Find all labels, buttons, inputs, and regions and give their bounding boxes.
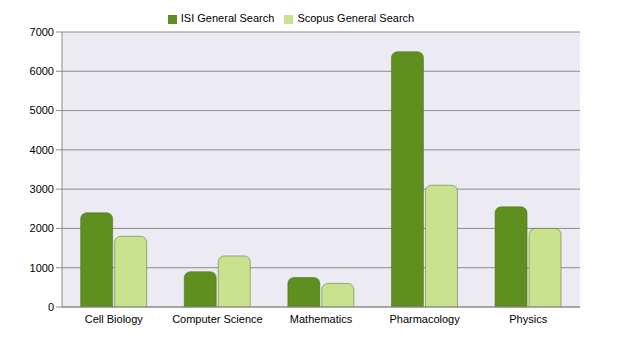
svg-text:Computer Science: Computer Science (172, 313, 263, 325)
svg-text:7000: 7000 (30, 26, 54, 38)
svg-text:2000: 2000 (30, 222, 54, 234)
svg-text:4000: 4000 (30, 144, 54, 156)
svg-text:Mathematics: Mathematics (290, 313, 353, 325)
svg-text:6000: 6000 (30, 65, 54, 77)
svg-text:3000: 3000 (30, 183, 54, 195)
svg-text:1000: 1000 (30, 262, 54, 274)
svg-text:5000: 5000 (30, 104, 54, 116)
svg-text:Pharmacology: Pharmacology (389, 313, 460, 325)
html-text:ISI General Search: ISI General Search (180, 12, 275, 24)
svg-text:0: 0 (48, 301, 54, 313)
html-text:Scopus General Search: Scopus General Search (297, 12, 415, 24)
svg-text:Physics: Physics (509, 313, 547, 325)
svg-text:Cell Biology: Cell Biology (85, 313, 144, 325)
